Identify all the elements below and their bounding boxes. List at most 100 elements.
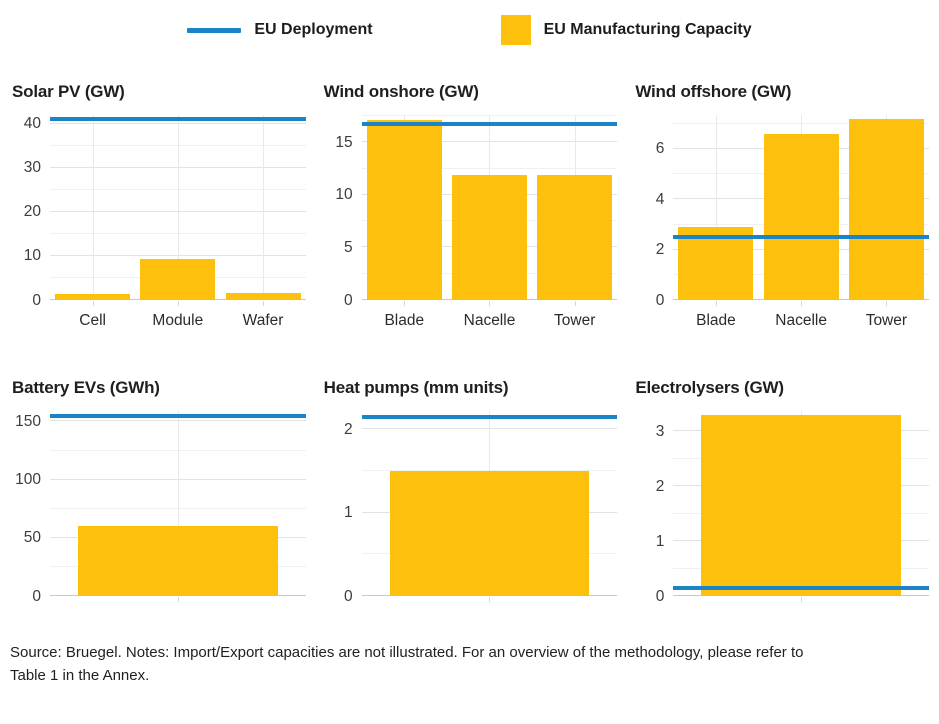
y-tick-label: 10	[23, 247, 41, 265]
y-tick-label: 0	[32, 291, 41, 309]
vertical-gridline	[715, 115, 717, 300]
x-category-label: Cell	[79, 312, 106, 329]
y-tick-label: 10	[335, 186, 353, 204]
chart-title: Solar PV (GW)	[12, 82, 125, 101]
deployment-line	[361, 414, 618, 419]
y-tick-label: 3	[655, 422, 665, 440]
bar-blade	[366, 120, 442, 300]
x-tick-mark	[92, 301, 94, 306]
chart-title: Battery EVs (GWh)	[12, 378, 160, 397]
x-category-label: Blade	[384, 312, 425, 329]
chart-title: Wind onshore (GW)	[323, 82, 479, 101]
bar-nacelle	[451, 174, 527, 300]
deployment-line	[50, 413, 306, 418]
legend-item-deployment: EU Deployment	[187, 21, 373, 39]
bar-module	[140, 259, 216, 300]
x-tick-mark	[404, 301, 406, 306]
deployment-line	[50, 117, 306, 122]
y-axis: 0 2 4 6	[631, 115, 673, 307]
x-category-label: Nacelle	[463, 312, 516, 329]
x-category-label: Nacelle	[775, 312, 827, 329]
x-tick-mark	[574, 301, 576, 306]
x-tick-mark	[177, 301, 179, 306]
vertical-gridline	[263, 115, 265, 300]
y-tick-label: 2	[655, 240, 665, 258]
chart-electrolysers-gw: Electrolysers (GW) 0 1 2 3	[629, 378, 931, 604]
plot-area	[361, 411, 618, 602]
y-tick-label: 4	[655, 190, 665, 208]
legend-item-capacity: EU Manufacturing Capacity	[500, 15, 752, 45]
plot-area	[50, 115, 306, 306]
x-category-label: Module	[152, 312, 204, 329]
y-tick-label: 0	[32, 587, 41, 605]
y-tick-label: 0	[344, 587, 353, 605]
y-axis: 0 1 2	[320, 411, 362, 604]
y-axis: 0 10 20 30 40	[8, 115, 50, 307]
x-tick-mark	[801, 301, 803, 306]
x-axis: Blade Nacelle Tower	[673, 312, 929, 330]
bar-wafer	[225, 292, 301, 300]
y-tick-label: 100	[15, 470, 41, 488]
chart-solar-pv-gw: Solar PV (GW) 0 10 20 30 40 Cell Module Wafer	[6, 82, 308, 330]
x-axis: Cell Module Wafer	[50, 312, 306, 330]
y-tick-label: 0	[655, 291, 665, 309]
bar-cell	[55, 293, 131, 300]
y-tick-label: 6	[655, 140, 665, 158]
y-tick-label: 15	[335, 133, 353, 151]
vertical-gridline	[177, 115, 179, 300]
bar-tower	[537, 174, 613, 300]
x-tick-mark	[715, 301, 717, 306]
chart-title: Electrolysers (GW)	[635, 378, 784, 397]
y-axis: 0 5 10 15	[320, 115, 362, 308]
x-tick-mark	[886, 301, 888, 306]
x-category-label: Blade	[696, 312, 736, 329]
chart-battery-evs-gwh: Battery EVs (GWh) 0 50 100 150	[6, 378, 308, 604]
chart-wind-offshore-gw: Wind offshore (GW) 0 2 4 6 Blade Nacelle Tower	[629, 82, 931, 330]
bar-tower	[848, 118, 924, 300]
capacity-swatch-icon	[500, 15, 531, 45]
x-category-label: Wafer	[242, 312, 284, 329]
bar-heat-pumps-mm-units	[389, 471, 590, 596]
y-tick-label: 1	[344, 503, 353, 521]
y-tick-label: 0	[344, 291, 353, 309]
x-tick-mark	[489, 597, 491, 602]
bar-nacelle	[763, 133, 839, 300]
vertical-gridline	[92, 115, 94, 300]
y-tick-label: 1	[655, 532, 665, 550]
y-tick-label: 150	[15, 412, 41, 430]
x-tick-mark	[263, 301, 265, 306]
x-tick-mark	[801, 597, 803, 602]
y-tick-label: 2	[655, 477, 665, 495]
x-tick-mark	[177, 597, 179, 602]
chart-heat-pumps-mm-units: Heat pumps (mm units) 0 1 2	[318, 378, 620, 604]
y-tick-label: 5	[344, 238, 353, 256]
x-category-label: Tower	[554, 312, 596, 329]
y-axis: 0 1 2 3	[631, 411, 673, 604]
x-category-label: Tower	[865, 312, 908, 329]
chart-title: Wind offshore (GW)	[635, 82, 792, 101]
y-tick-label: 30	[23, 159, 41, 177]
deployment-line	[673, 235, 929, 240]
plot-area	[50, 411, 306, 602]
y-tick-label: 50	[23, 529, 41, 547]
legend-label-capacity: EU Manufacturing Capacity	[543, 21, 752, 38]
chart-wind-onshore-gw: Wind onshore (GW) 0 5 10 15 Blade Nacelle Tower	[318, 82, 620, 330]
source-note: Source: Bruegel. Notes: Import/Export ca…	[10, 644, 804, 684]
vertical-gridline	[177, 411, 179, 596]
legend-label-deployment: EU Deployment	[254, 21, 373, 38]
y-tick-label: 40	[23, 115, 41, 133]
deployment-line-swatch-icon	[187, 27, 242, 33]
bar-electrolysers-gw	[701, 414, 901, 596]
deployment-line	[673, 585, 929, 590]
x-axis: Blade Nacelle Tower	[362, 312, 618, 330]
plot-area	[673, 411, 929, 602]
bar-battery-evs-gwh	[78, 526, 278, 596]
y-axis: 0 50 100 150	[8, 411, 50, 604]
charts-grid: Solar PV (GW) 0 10 20 30 40 Cell Module Wafer Win…	[0, 82, 939, 604]
bar-blade	[678, 227, 754, 300]
deployment-line	[361, 122, 618, 127]
y-tick-label: 2	[344, 420, 353, 438]
y-tick-label: 20	[23, 203, 41, 221]
y-tick-label: 0	[655, 587, 665, 605]
